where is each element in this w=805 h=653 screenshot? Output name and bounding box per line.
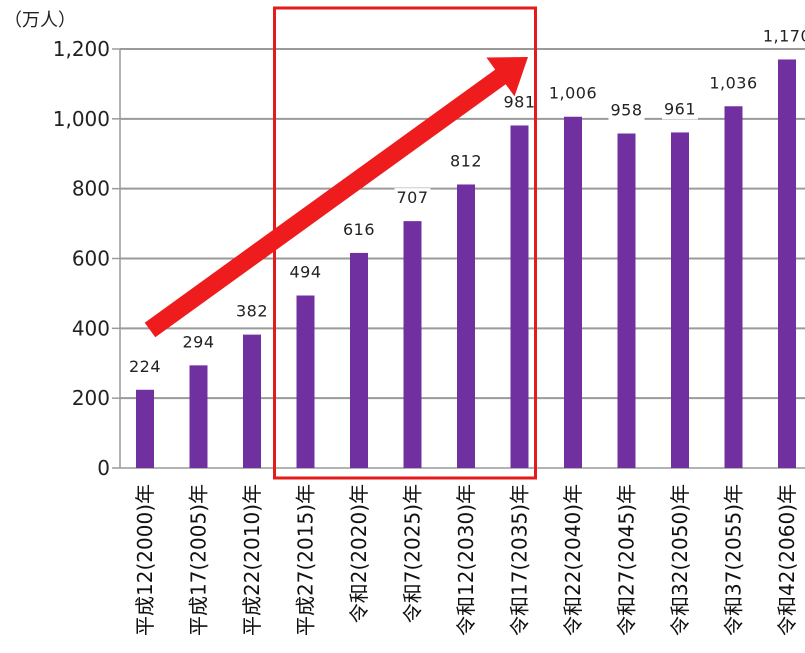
data-label-bg bbox=[341, 219, 377, 240]
trend-arrow bbox=[144, 57, 528, 338]
data-label: 961 bbox=[664, 99, 696, 118]
y-tick-label: 800 bbox=[72, 177, 110, 201]
data-label-bg bbox=[662, 99, 698, 120]
x-tick-label: 令和17(2035)年 bbox=[508, 484, 532, 636]
y-tick-label: 600 bbox=[72, 247, 110, 271]
data-label: 224 bbox=[129, 357, 161, 376]
y-tick-label: 1,000 bbox=[53, 107, 110, 131]
bar bbox=[778, 59, 796, 468]
x-tick-label: 平成27(2015)年 bbox=[294, 484, 318, 636]
y-tick-label: 200 bbox=[72, 386, 110, 410]
data-labels: 224 294 382 494 616 707 812 981 1,006 958 961 1,036… bbox=[127, 26, 805, 377]
x-tick-label: 平成22(2010)年 bbox=[240, 484, 264, 636]
data-label-bg bbox=[759, 26, 805, 47]
bar bbox=[136, 389, 154, 468]
data-label: 958 bbox=[610, 100, 642, 119]
x-tick-label: 平成12(2000)年 bbox=[133, 484, 157, 636]
x-tick-label: 令和22(2040)年 bbox=[561, 484, 585, 636]
y-tick-label: 400 bbox=[72, 316, 110, 340]
bar bbox=[617, 133, 636, 468]
data-label-bg bbox=[127, 356, 163, 377]
data-label-bg bbox=[501, 92, 538, 113]
bars bbox=[136, 59, 796, 468]
bar bbox=[457, 184, 475, 468]
x-tick-label: 令和27(2045)年 bbox=[615, 484, 639, 636]
bar bbox=[510, 125, 529, 468]
x-tick-label: 令和42(2060)年 bbox=[775, 484, 799, 636]
data-label: 1,006 bbox=[549, 84, 597, 103]
data-label: 616 bbox=[343, 220, 375, 239]
data-label: 707 bbox=[396, 188, 428, 207]
data-label-bg bbox=[287, 262, 324, 283]
x-tick-label: 令和37(2055)年 bbox=[722, 484, 746, 636]
data-label-bg bbox=[608, 100, 645, 121]
y-tick-labels: 0 200 400 600 800 1,000 1,200 bbox=[53, 37, 110, 480]
data-label-bg bbox=[180, 332, 217, 353]
data-label: 1,036 bbox=[709, 73, 757, 92]
data-label-bg bbox=[394, 188, 431, 209]
data-label: 382 bbox=[236, 302, 268, 321]
data-label-bg bbox=[705, 73, 762, 94]
x-tick-label: 令和2(2020)年 bbox=[347, 484, 371, 623]
bar bbox=[243, 334, 261, 468]
x-tick-label: 令和12(2030)年 bbox=[454, 484, 478, 636]
data-label-bg bbox=[448, 151, 484, 172]
data-label: 981 bbox=[503, 92, 535, 111]
bar bbox=[564, 116, 582, 468]
bar bbox=[296, 295, 315, 468]
arrow-shape bbox=[144, 57, 528, 338]
y-unit-label: （万人） bbox=[4, 10, 76, 31]
y-tick-label: 1,200 bbox=[53, 37, 110, 61]
x-tick-label: 平成17(2005)年 bbox=[187, 484, 211, 636]
data-label-bg bbox=[234, 301, 270, 322]
bar bbox=[724, 106, 743, 468]
data-label: 494 bbox=[289, 263, 321, 282]
data-label-bg bbox=[545, 83, 601, 104]
x-tick-label: 令和7(2025)年 bbox=[401, 484, 425, 623]
data-label: 812 bbox=[450, 151, 482, 170]
x-tick-labels: 平成12(2000)年 平成17(2005)年 平成22(2010)年 平成27(20… bbox=[133, 484, 799, 636]
x-tick-label: 令和32(2050)年 bbox=[668, 484, 692, 636]
bar bbox=[671, 132, 689, 468]
y-tick-label: 0 bbox=[97, 456, 110, 480]
data-label: 294 bbox=[182, 332, 214, 351]
bar bbox=[403, 221, 422, 468]
data-label: 1,170 bbox=[763, 26, 805, 45]
bar bbox=[189, 365, 208, 468]
bar bbox=[350, 252, 368, 468]
